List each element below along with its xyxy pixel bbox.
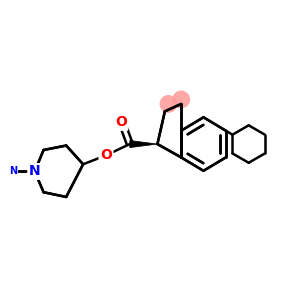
Text: O: O: [115, 116, 127, 129]
Circle shape: [160, 95, 177, 113]
Circle shape: [172, 91, 190, 108]
Text: N: N: [9, 167, 17, 176]
Text: O: O: [115, 116, 127, 129]
Text: O: O: [100, 148, 112, 162]
Polygon shape: [130, 140, 158, 148]
Text: N: N: [29, 164, 40, 178]
Text: N: N: [29, 164, 40, 178]
Text: N: N: [9, 167, 17, 176]
Text: O: O: [100, 148, 112, 162]
